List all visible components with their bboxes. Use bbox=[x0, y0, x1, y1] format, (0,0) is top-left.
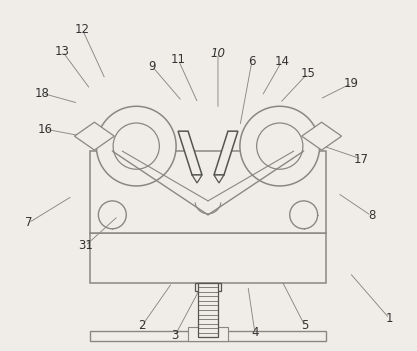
Bar bbox=[188, 327, 228, 341]
Text: 8: 8 bbox=[368, 209, 375, 222]
Circle shape bbox=[290, 201, 318, 229]
Text: 10: 10 bbox=[211, 47, 226, 60]
Text: 3: 3 bbox=[171, 329, 179, 342]
Text: 14: 14 bbox=[274, 55, 289, 68]
Text: 7: 7 bbox=[25, 216, 33, 229]
Polygon shape bbox=[214, 175, 224, 183]
Polygon shape bbox=[90, 233, 326, 283]
Text: 12: 12 bbox=[75, 23, 90, 36]
Polygon shape bbox=[75, 122, 114, 150]
Polygon shape bbox=[90, 151, 326, 233]
Text: 13: 13 bbox=[55, 45, 70, 58]
Bar bbox=[198, 283, 218, 337]
Circle shape bbox=[98, 201, 126, 229]
Text: 2: 2 bbox=[138, 319, 146, 332]
Text: 11: 11 bbox=[171, 53, 186, 66]
Text: 9: 9 bbox=[148, 60, 156, 73]
Polygon shape bbox=[214, 131, 238, 175]
Circle shape bbox=[256, 123, 303, 169]
Text: 1: 1 bbox=[386, 312, 393, 325]
Text: 6: 6 bbox=[248, 55, 256, 68]
Polygon shape bbox=[301, 122, 342, 150]
Text: 15: 15 bbox=[300, 67, 315, 80]
Text: 19: 19 bbox=[344, 77, 359, 90]
Text: 4: 4 bbox=[251, 326, 259, 339]
Polygon shape bbox=[178, 131, 202, 175]
Text: 18: 18 bbox=[35, 87, 50, 100]
Circle shape bbox=[240, 106, 319, 186]
Text: 5: 5 bbox=[301, 319, 308, 332]
Circle shape bbox=[96, 106, 176, 186]
Bar bbox=[90, 331, 326, 341]
Text: 31: 31 bbox=[78, 239, 93, 252]
Bar bbox=[195, 283, 221, 291]
Circle shape bbox=[113, 123, 159, 169]
Polygon shape bbox=[192, 175, 202, 183]
Text: 16: 16 bbox=[38, 123, 53, 136]
Text: 17: 17 bbox=[354, 153, 369, 166]
